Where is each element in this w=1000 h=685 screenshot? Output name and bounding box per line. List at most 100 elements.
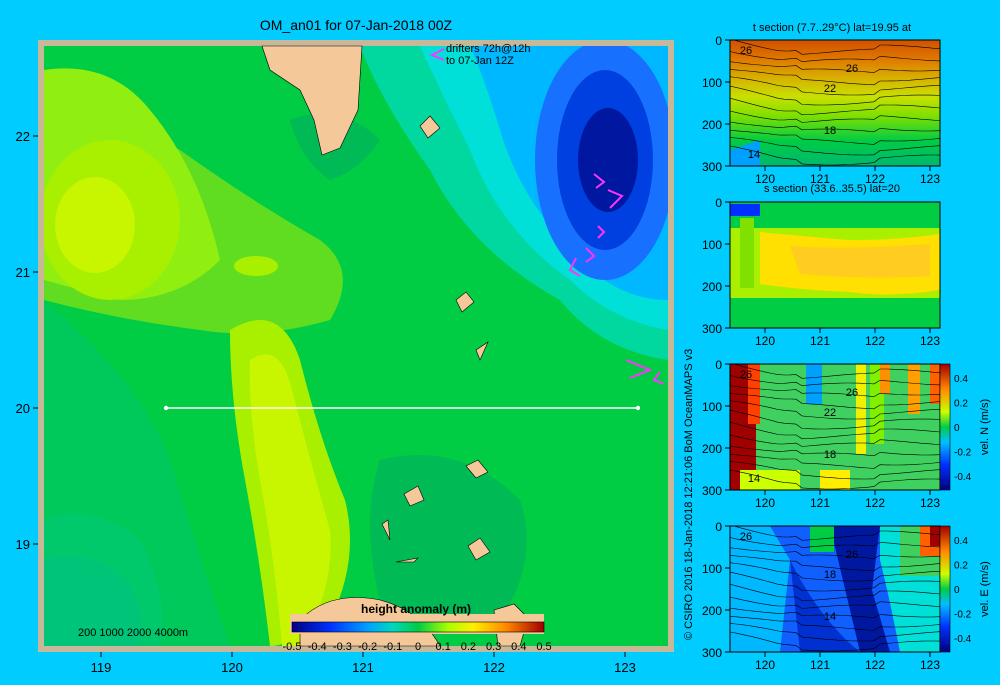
panel-y-tick-label: 300 <box>702 484 722 498</box>
isotherm-contour <box>730 129 940 145</box>
salinity-section-panel <box>729 201 941 329</box>
contour-label: 14 <box>748 473 760 485</box>
isotherm-contour <box>730 385 940 397</box>
panel-y-tick-label: 100 <box>702 400 722 414</box>
colorbar-tick-label: 0.3 <box>486 641 501 653</box>
panel-x-tick-label: 123 <box>920 658 940 672</box>
panel-x-tick-label: 120 <box>755 496 775 510</box>
isotherm-contour <box>730 61 940 73</box>
panel-x-tick-label: 122 <box>865 658 885 672</box>
contour-label: 26 <box>846 63 858 75</box>
contour-label: 18 <box>824 125 836 137</box>
panel-y-tick-label: 0 <box>715 358 722 372</box>
map-y-tick-label: 22 <box>16 129 30 144</box>
colorbar-tick-label: 0 <box>415 641 421 653</box>
drifter-note-line1: drifters 72h@12h <box>446 43 531 55</box>
colorbar-tick-label: -0.3 <box>333 641 352 653</box>
colorbar-tick-label: 0.2 <box>461 641 476 653</box>
panel-x-tick-label: 121 <box>810 334 830 348</box>
vel-colorbar-tick-label: -0.4 <box>954 472 972 483</box>
colorbar-tick-label: 0.5 <box>536 641 551 653</box>
isotherm-contour <box>730 421 940 440</box>
vel-colorbar-tick-label: -0.2 <box>954 448 972 459</box>
panel-y-tick-label: 100 <box>702 76 722 90</box>
panel-y-tick-label: 200 <box>702 118 722 132</box>
vel-colorbar-tick-label: 0.2 <box>954 399 968 410</box>
contour-label: 26 <box>740 531 752 543</box>
panel-y-tick-label: 0 <box>715 520 722 534</box>
vel-e-colorbar <box>939 525 951 653</box>
map-y-tick-label: 19 <box>16 537 30 552</box>
contour-label: 26 <box>740 45 752 57</box>
panel-y-tick-label: 100 <box>702 238 722 252</box>
contour-label: 22 <box>824 407 836 419</box>
vel-colorbar-tick-label: 0 <box>954 585 960 596</box>
panel-x-tick-label: 123 <box>920 496 940 510</box>
isotherm-contour <box>730 69 940 86</box>
vel-n-colorbar <box>939 363 951 491</box>
panel-y-tick-label: 300 <box>702 322 722 336</box>
isotherm-contour <box>730 400 940 420</box>
isotherm-contour <box>730 137 940 156</box>
map-y-tick-label: 20 <box>16 401 30 416</box>
drifter-note-line2: to 07-Jan 12Z <box>446 55 514 67</box>
isotherm-contour <box>730 469 940 490</box>
colorbar-tick-label: -0.4 <box>308 641 327 653</box>
temperature-section-panel: 26 26 22 18 14 <box>729 39 941 167</box>
isotherm-contour <box>730 537 940 549</box>
vel-colorbar-label: vel. E (m/s) <box>979 561 991 617</box>
colorbar-tick-label: 0.4 <box>511 641 526 653</box>
contour-label: 26 <box>846 549 858 561</box>
depth-legend: 200 1000 2000 4000m <box>78 627 188 639</box>
isotherm-contour <box>730 615 940 631</box>
isotherm-contour <box>730 51 940 63</box>
panel-x-tick-label: 122 <box>865 172 885 186</box>
panel2-title: s section (33.6..35.5) lat=20 <box>764 183 900 195</box>
panel-x-tick-label: 122 <box>865 496 885 510</box>
isotherm-contour <box>730 76 940 96</box>
colorbar-tick-label: -0.1 <box>383 641 402 653</box>
panel-y-tick-label: 300 <box>702 646 722 660</box>
map-x-tick-label: 119 <box>91 660 112 675</box>
isotherm-contour <box>730 97 940 116</box>
panel-x-tick-label: 122 <box>865 334 885 348</box>
isotherm-contour <box>730 453 940 469</box>
isotherm-contour <box>730 121 940 133</box>
panel-x-tick-label: 120 <box>755 334 775 348</box>
panel1-title: t section (7.7..29°C) lat=19.95 at <box>753 22 911 34</box>
isotherm-contour <box>730 596 940 609</box>
isotherm-contour <box>730 631 940 652</box>
map-x-tick-label: 123 <box>614 660 636 675</box>
vel-e-section-panel: 26 26 18 14 <box>729 525 951 653</box>
colorbar-tick-label: -0.2 <box>358 641 377 653</box>
colorbar-tick-label: 0.1 <box>436 641 451 653</box>
vel-colorbar-tick-label: 0.4 <box>954 374 968 385</box>
isotherm-contour <box>730 409 940 430</box>
isotherm-contour <box>730 445 940 457</box>
vel-colorbar-tick-label: 0.4 <box>954 536 968 547</box>
height-anomaly-field <box>44 46 668 646</box>
contour-label: 18 <box>824 569 836 581</box>
map-y-tick-label: 21 <box>16 265 30 280</box>
panel-y-tick-label: 0 <box>715 34 722 48</box>
map-y-axis: 22 21 20 19 <box>16 129 38 552</box>
panel-y-tick-label: 200 <box>702 280 722 294</box>
vel-colorbar-label: vel. N (m/s) <box>979 399 991 455</box>
panel-x-tick-label: 120 <box>755 658 775 672</box>
isotherm-contour <box>730 393 940 410</box>
isotherm-contour <box>730 110 940 123</box>
map-x-tick-label: 120 <box>221 660 243 675</box>
isotherm-contour <box>730 461 940 480</box>
panel-y-tick-label: 0 <box>715 196 722 210</box>
isotherm-contour <box>730 434 940 447</box>
isotherm-contour <box>730 623 940 642</box>
panel-x-tick-label: 121 <box>810 658 830 672</box>
vel-n-section-panel: 26 26 22 18 14 <box>729 363 951 491</box>
colorbar: height anomaly (m) -0.5 -0.4 -0.3 -0.2 -0.1 0… <box>283 602 552 653</box>
panel-x-tick-label: 121 <box>810 172 830 186</box>
isotherm-contour <box>732 40 940 55</box>
colorbar-tick-label: -0.5 <box>283 641 302 653</box>
panel-y-tick-label: 300 <box>702 160 722 174</box>
vel-colorbar-tick-label: 0.2 <box>954 561 968 572</box>
